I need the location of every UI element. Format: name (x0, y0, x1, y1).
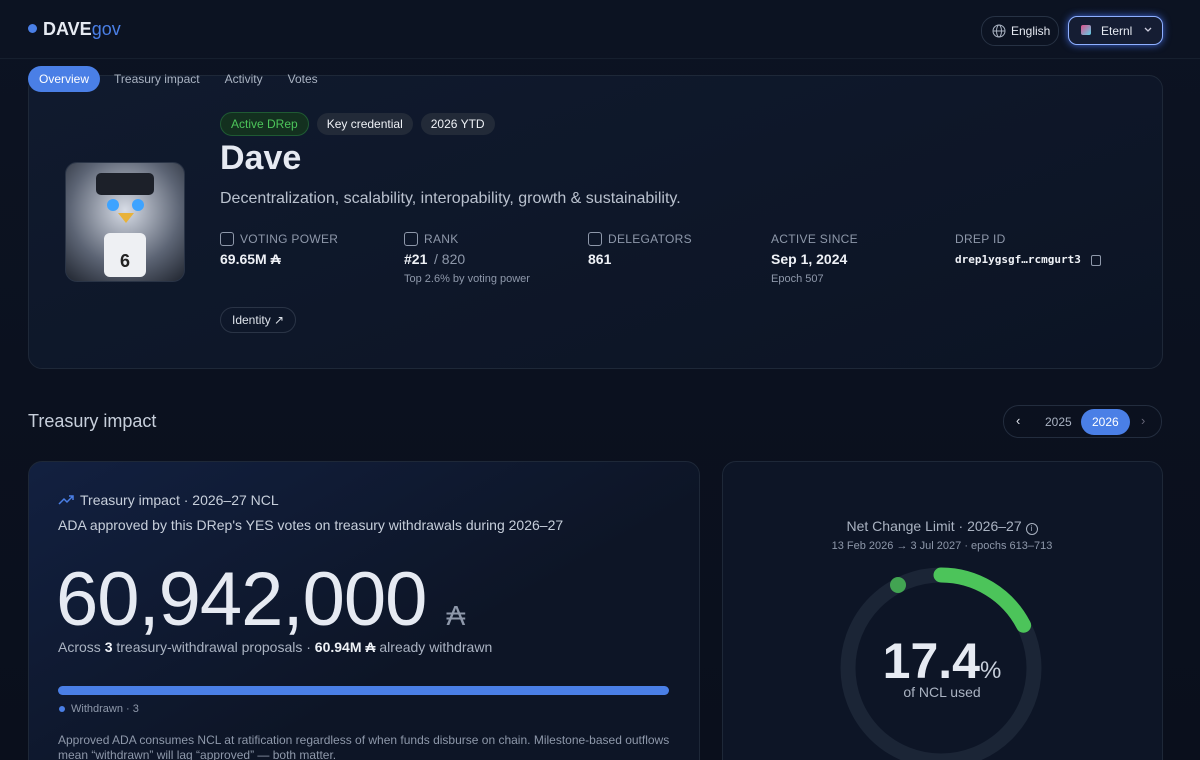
ncl-value: 17.4 (882, 633, 980, 689)
summary-part: already withdrawn (379, 639, 493, 655)
stat-note: Top 2.6% by voting power (404, 273, 530, 285)
svg-text:6: 6 (120, 251, 130, 271)
card-title: Treasury impact · 2026–27 NCL (80, 492, 279, 508)
globe-icon (992, 24, 1006, 38)
card-subtitle: ADA approved by this DRep's YES votes on… (58, 517, 564, 533)
stat-value[interactable]: drep1ygsgf…rcmgurt3 (955, 253, 1081, 266)
stat-value: 861 (588, 251, 612, 267)
stat-label: ACTIVE SINCE (771, 232, 858, 246)
stat-value: 69.65M ₳ (220, 251, 281, 267)
amount-currency: ₳ (446, 600, 466, 631)
tab[interactable]: Overview (28, 66, 101, 92)
ncl-caption: of NCL used (903, 684, 981, 700)
trend-icon (58, 495, 74, 505)
ncl-title-row: Net Change Limit · 2026–27 i (722, 518, 1162, 535)
tab[interactable]: Treasury impact (114, 72, 200, 86)
tab[interactable]: Activity (224, 72, 263, 86)
year-button[interactable]: 2026 (1081, 409, 1130, 435)
ncl-card (722, 461, 1163, 760)
summary-part: Across (58, 639, 101, 655)
badge: Key credential (316, 113, 413, 135)
tagline: Decentralization, scalability, interopab… (220, 190, 681, 207)
summary: Across 3 treasury-withdrawal proposals ·… (58, 639, 492, 655)
stat-label: DELEGATORS (608, 232, 692, 246)
stat-value: Sep 1, 2024 (771, 251, 848, 267)
gauge-glow (890, 577, 906, 593)
stat-note: Epoch 507 (771, 273, 824, 285)
language-button[interactable]: English (981, 16, 1059, 46)
card-note: Approved ADA consumes NCL at ratificatio… (58, 733, 670, 760)
avatar-art: 6 (96, 173, 154, 277)
copy-icon[interactable] (1091, 255, 1101, 266)
wallet-icon (1081, 25, 1091, 35)
stat-label: DREP ID (955, 232, 1006, 246)
legend-label: Withdrawn · 3 (71, 703, 139, 715)
stat-icon (220, 232, 234, 246)
stat-value: #21 (404, 251, 428, 267)
gauge (840, 567, 1042, 760)
withdrawn-bar (58, 686, 669, 695)
brand[interactable]: DAVEgov (43, 19, 121, 40)
summary-part: 3 (104, 639, 113, 655)
avatar: 6 (65, 162, 185, 282)
legend-dot (59, 706, 65, 712)
top-bar (0, 0, 1200, 59)
section-heading: Treasury impact (28, 411, 157, 431)
summary-part: treasury-withdrawal proposals · (116, 639, 311, 655)
stat-icon (588, 232, 602, 246)
tab[interactable]: Votes (287, 72, 318, 86)
gauge-arc (933, 567, 1032, 633)
ncl-period: 13 Feb 2026 → 3 Jul 2027 · epochs 613–71… (831, 540, 1053, 552)
stat-label: VOTING POWER (240, 232, 339, 246)
identity-button[interactable]: Identity ↗ (220, 307, 297, 333)
badges: Active DRep Key credential 2026 YTD (220, 112, 503, 136)
brand-name[interactable]: DAVE (43, 19, 92, 39)
amount-value: 60,942,000 (56, 557, 427, 642)
stat-label: RANK (424, 232, 459, 246)
drep-name: Dave (220, 139, 302, 177)
chevron (1144, 27, 1152, 32)
impact-card (28, 461, 700, 760)
next-button[interactable]: › (1141, 413, 1146, 428)
summary-part: 60.94M ₳ (314, 639, 376, 655)
year-button[interactable]: 2025 (1045, 415, 1072, 429)
ncl-unit: % (979, 657, 1002, 684)
info-icon[interactable]: i (1025, 523, 1038, 535)
wallet-button[interactable]: Eternl (1068, 16, 1163, 45)
logo-dot (28, 24, 37, 33)
prev-button[interactable]: ‹ (1016, 413, 1021, 428)
profile-card (28, 75, 1163, 369)
stat-icon (404, 232, 418, 246)
badge: 2026 YTD (420, 113, 495, 135)
wallet-label[interactable]: Eternl (1101, 24, 1133, 38)
badge: Active DRep (220, 112, 309, 136)
year-pager: ‹ › 2025 2026 (1003, 405, 1162, 438)
stat-value-suffix: / 820 (434, 251, 466, 267)
amount: 60,942,000 ₳ (56, 556, 466, 643)
ncl-title: Net Change Limit · 2026–27 (846, 518, 1022, 534)
tabs: Overview Treasury impact Activity Votes (28, 66, 332, 92)
brand-suffix[interactable]: gov (91, 19, 121, 39)
ncl-value-row: 17.4% (722, 632, 1162, 690)
language-label[interactable]: English (1011, 24, 1051, 38)
